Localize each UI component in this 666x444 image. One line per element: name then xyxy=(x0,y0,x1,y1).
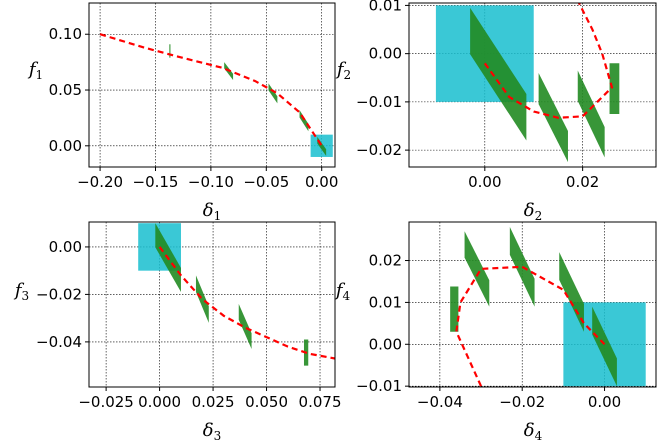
marker-4 xyxy=(299,110,309,132)
x-tick-label: 0.00 xyxy=(468,173,501,191)
marker-2 xyxy=(464,231,490,307)
x-tick-label: −0.20 xyxy=(77,173,123,191)
axes-frame xyxy=(408,221,657,388)
y-tick-label: −0.02 xyxy=(356,141,402,159)
x-tick-label: 0.00 xyxy=(588,393,621,411)
marker-3 xyxy=(577,70,605,158)
y-tick-label: 0.00 xyxy=(369,45,402,63)
plot-area xyxy=(99,33,333,157)
trajectory-line xyxy=(158,246,335,360)
x-tick-label: 0.02 xyxy=(566,173,599,191)
marker-1 xyxy=(470,7,527,141)
y-axis-label: f1 xyxy=(27,59,43,82)
y-axis-label: f2 xyxy=(335,59,351,82)
x-tick-label: −0.05 xyxy=(243,173,289,191)
y-tick-label: 0.01 xyxy=(369,293,402,311)
subplot-3: −0.025 0.000 0.025 0.050 0.075 0.00 −0.02 −0.04… xyxy=(13,221,342,443)
y-tick-label: −0.01 xyxy=(356,377,402,395)
plot-area xyxy=(138,223,335,366)
marker-1 xyxy=(450,286,459,332)
marker-4 xyxy=(609,63,620,114)
x-tick-label: −0.04 xyxy=(417,393,463,411)
plot-area xyxy=(450,227,646,387)
trajectory-line xyxy=(483,3,614,119)
marker-2 xyxy=(195,275,209,323)
y-axis-label: f4 xyxy=(334,280,351,303)
marker-3 xyxy=(268,83,278,104)
axes-frame xyxy=(88,2,336,168)
y-tick-label: 0.01 xyxy=(369,0,402,14)
x-axis-label: δ2 xyxy=(524,200,542,223)
x-tick-label: 0.075 xyxy=(299,393,342,411)
x-tick-label: 0.00 xyxy=(305,173,338,191)
y-tick-label: 0.10 xyxy=(49,25,82,43)
y-tick-label: 0.00 xyxy=(49,238,82,256)
marker-5 xyxy=(592,306,617,387)
x-tick-label: 0.000 xyxy=(138,393,181,411)
y-tick-label: −0.04 xyxy=(36,333,82,351)
trajectory-line xyxy=(99,33,323,147)
x-tick-label: 0.050 xyxy=(245,393,288,411)
subplot-2: 0.00 0.02 0.01 0.00 −0.01 −0.02 δ2 f2 xyxy=(335,0,657,223)
x-tick-label: −0.02 xyxy=(499,393,545,411)
y-tick-label: −0.02 xyxy=(36,285,82,303)
y-tick-label: −0.01 xyxy=(356,93,402,111)
x-tick-label: −0.10 xyxy=(188,173,234,191)
subplot-1: −0.20 −0.15 −0.10 −0.05 0.00 0.00 0.05 0.10 δ1 f1 xyxy=(27,2,338,223)
y-tick-label: 0.00 xyxy=(369,335,402,353)
x-axis-label: δ3 xyxy=(203,420,221,443)
x-axis-label: δ1 xyxy=(203,200,221,223)
x-axis-label: δ4 xyxy=(524,420,543,443)
marker-3 xyxy=(238,303,252,350)
y-tick-label: 0.05 xyxy=(49,81,82,99)
plot-area xyxy=(435,3,620,163)
x-tick-label: −0.15 xyxy=(133,173,179,191)
y-axis-label: f3 xyxy=(13,280,29,303)
x-tick-label: −0.025 xyxy=(78,393,134,411)
y-tick-label: 0.00 xyxy=(49,137,82,155)
marker-3 xyxy=(509,227,535,307)
y-tick-label: 0.02 xyxy=(369,252,402,270)
trajectory-line xyxy=(455,265,606,387)
x-tick-label: 0.025 xyxy=(192,393,235,411)
axes-frame xyxy=(408,2,657,168)
axes-frame xyxy=(88,221,336,388)
subplot-4: −0.04 −0.02 0.00 0.02 0.01 0.00 −0.01 δ4 f4 xyxy=(334,221,657,443)
